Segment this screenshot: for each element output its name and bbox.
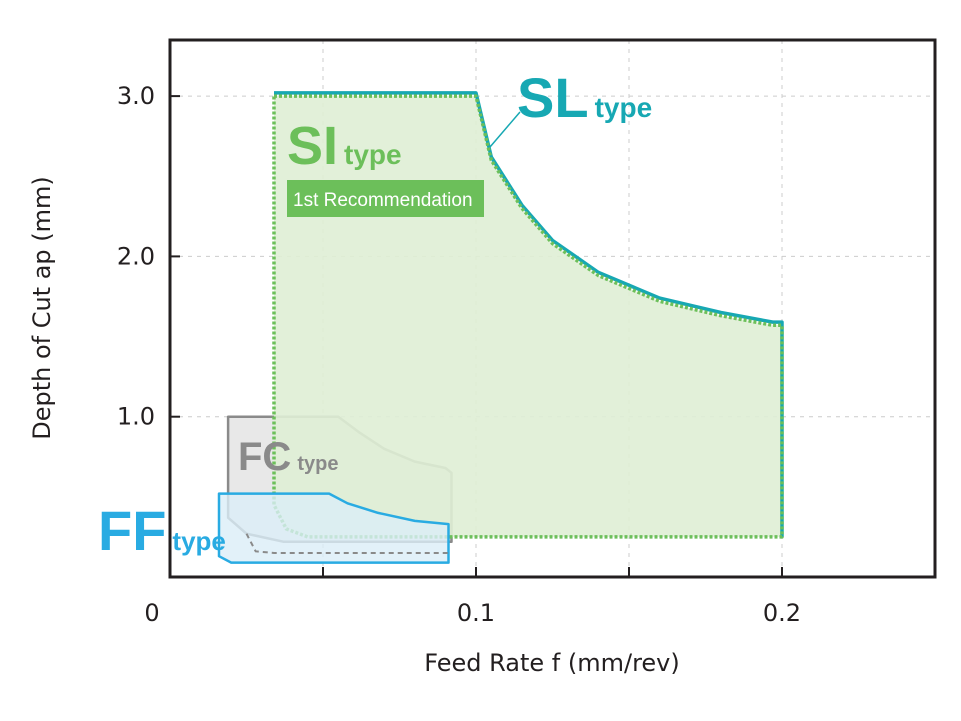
y-axis-title: Depth of Cut ap (mm): [28, 176, 56, 440]
recommendation-badge-text: 1st Recommendation: [293, 190, 473, 211]
axis-ticks: 0 0.1 0.2 1.0 2.0 3.0: [117, 82, 801, 627]
y-tick-label: 2.0: [117, 242, 155, 270]
region-type-label: type: [297, 453, 338, 475]
x-tick-label: 0: [144, 599, 159, 627]
x-tick-label: 0.2: [763, 599, 801, 627]
region-label-ff: FF type: [98, 499, 226, 562]
x-tick-label: 0.1: [457, 599, 495, 627]
plot-frame: [168, 38, 937, 579]
region-ff: [217, 492, 450, 564]
region-label-sl: SL type: [517, 66, 652, 129]
y-tick-label: 1.0: [117, 403, 155, 431]
sl-leader-line: [489, 111, 521, 148]
region-type-label: type: [344, 139, 402, 170]
region-type-label: type: [595, 92, 653, 123]
region-fc-hidden-edge: [245, 533, 452, 554]
x-axis-title: Feed Rate f (mm/rev): [424, 649, 680, 677]
recommendation-badge: [287, 180, 484, 217]
region-type-label: type: [172, 526, 225, 556]
y-tick-label: 3.0: [117, 82, 155, 110]
